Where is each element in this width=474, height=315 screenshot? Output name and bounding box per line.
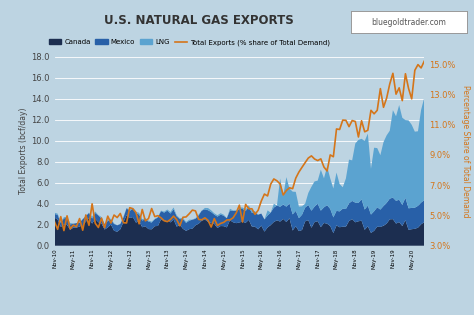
Y-axis label: Total Exports (bcf/day): Total Exports (bcf/day) [19,108,28,194]
Text: U.S. NATURAL GAS EXPORTS: U.S. NATURAL GAS EXPORTS [104,14,294,27]
Y-axis label: Percentage Share of Total Demand: Percentage Share of Total Demand [461,85,470,218]
Text: bluegoldtrader.com: bluegoldtrader.com [372,18,446,26]
Legend: Canada, Mexico, LNG, Total Exports (% share of Total Demand): Canada, Mexico, LNG, Total Exports (% sh… [46,37,333,49]
